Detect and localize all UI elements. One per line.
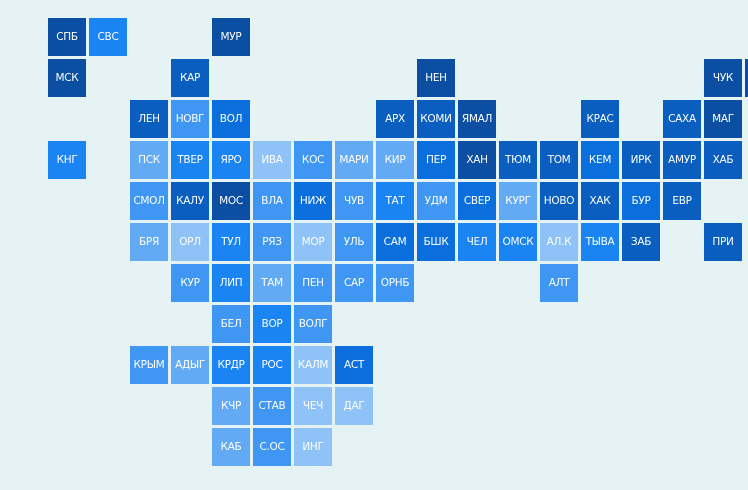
region-tile[interactable]: ТАТ [376, 182, 414, 220]
region-tile[interactable]: МАГ [704, 100, 742, 138]
region-tile[interactable]: ВОЛГ [294, 305, 332, 343]
region-tile[interactable]: КУРГ [499, 182, 537, 220]
region-tile[interactable]: ЧЕЛ [458, 223, 496, 261]
region-tile[interactable]: ХАН [458, 141, 496, 179]
region-tile[interactable]: РЯЗ [253, 223, 291, 261]
region-tile[interactable]: ИНГ [294, 428, 332, 466]
region-tile[interactable]: ПСК [130, 141, 168, 179]
region-tile[interactable]: ОРЛ [171, 223, 209, 261]
region-tile[interactable]: АРХ [376, 100, 414, 138]
region-tile[interactable]: ХАБ [704, 141, 742, 179]
region-tile[interactable]: КНГ [48, 141, 86, 179]
region-tile[interactable]: КАЛМ [294, 346, 332, 384]
region-tile[interactable]: НОВО [540, 182, 578, 220]
region-tile[interactable]: КУР [171, 264, 209, 302]
region-tile[interactable]: КРДР [212, 346, 250, 384]
region-tile[interactable]: КЕМ [581, 141, 619, 179]
region-tile[interactable]: ЛИП [212, 264, 250, 302]
region-tile[interactable]: ПРИ [704, 223, 742, 261]
region-tile[interactable]: КРАС [581, 100, 619, 138]
region-tile[interactable]: ЗАБ [622, 223, 660, 261]
region-tile[interactable]: АСТ [335, 346, 373, 384]
region-tile[interactable]: МУР [212, 18, 250, 56]
region-tile[interactable]: ТУЛ [212, 223, 250, 261]
region-tile[interactable]: КЧР [212, 387, 250, 425]
region-tile[interactable]: ОРНБ [376, 264, 414, 302]
region-tile[interactable]: СВЕР [458, 182, 496, 220]
region-tile[interactable]: КАР [171, 59, 209, 97]
region-tile[interactable]: КАЛУ [171, 182, 209, 220]
region-tile[interactable]: НОВГ [171, 100, 209, 138]
region-tile[interactable]: АМУР [663, 141, 701, 179]
region-tile[interactable]: ПЕН [294, 264, 332, 302]
region-tile[interactable]: ЯМАЛ [458, 100, 496, 138]
region-tile[interactable]: СТАВ [253, 387, 291, 425]
region-tile[interactable]: БРЯ [130, 223, 168, 261]
region-tile[interactable] [745, 59, 748, 97]
region-tile[interactable]: ИВА [253, 141, 291, 179]
region-tile[interactable]: НЕН [417, 59, 455, 97]
region-tile[interactable]: ЛЕН [130, 100, 168, 138]
region-tile[interactable]: ВОР [253, 305, 291, 343]
region-tile[interactable]: ВОЛ [212, 100, 250, 138]
region-tile[interactable]: С.ОС [253, 428, 291, 466]
region-tile[interactable]: ЧУК [704, 59, 742, 97]
region-tile[interactable]: КОС [294, 141, 332, 179]
region-tile[interactable]: МОР [294, 223, 332, 261]
region-tile[interactable]: САР [335, 264, 373, 302]
region-tile[interactable]: ЧУВ [335, 182, 373, 220]
region-tile[interactable]: МСК [48, 59, 86, 97]
region-tile[interactable]: ХАК [581, 182, 619, 220]
region-tile[interactable]: РОС [253, 346, 291, 384]
region-tile[interactable]: МОС [212, 182, 250, 220]
region-tile[interactable]: СВС [89, 18, 127, 56]
region-tile[interactable]: ТОМ [540, 141, 578, 179]
region-tile[interactable]: ТЮМ [499, 141, 537, 179]
region-tile[interactable]: КРЫМ [130, 346, 168, 384]
region-tile[interactable]: НИЖ [294, 182, 332, 220]
region-tile[interactable]: АДЫГ [171, 346, 209, 384]
region-tile[interactable]: УЛЬ [335, 223, 373, 261]
region-tile[interactable]: БЕЛ [212, 305, 250, 343]
region-tile[interactable]: ЕВР [663, 182, 701, 220]
region-tile[interactable]: ЯРО [212, 141, 250, 179]
region-tile[interactable]: ТЫВА [581, 223, 619, 261]
region-tile[interactable]: СПБ [48, 18, 86, 56]
region-tile[interactable]: ВЛА [253, 182, 291, 220]
region-tile[interactable]: ЧЕЧ [294, 387, 332, 425]
region-tile[interactable]: УДМ [417, 182, 455, 220]
region-tile[interactable]: БШК [417, 223, 455, 261]
region-tile[interactable]: ПЕР [417, 141, 455, 179]
region-tile[interactable]: АЛ.К [540, 223, 578, 261]
region-tile[interactable]: КАБ [212, 428, 250, 466]
region-tile[interactable]: ДАГ [335, 387, 373, 425]
region-tile[interactable]: ИРК [622, 141, 660, 179]
region-tile[interactable]: ТАМ [253, 264, 291, 302]
region-tile[interactable]: МАРИ [335, 141, 373, 179]
region-tile[interactable]: БУР [622, 182, 660, 220]
region-tile[interactable]: САМ [376, 223, 414, 261]
region-tile[interactable]: АЛТ [540, 264, 578, 302]
region-tile[interactable]: САХА [663, 100, 701, 138]
region-tile[interactable]: КОМИ [417, 100, 455, 138]
region-tile[interactable]: ОМСК [499, 223, 537, 261]
region-tile[interactable]: ТВЕР [171, 141, 209, 179]
region-tile[interactable]: СМОЛ [130, 182, 168, 220]
region-tile[interactable]: КИР [376, 141, 414, 179]
